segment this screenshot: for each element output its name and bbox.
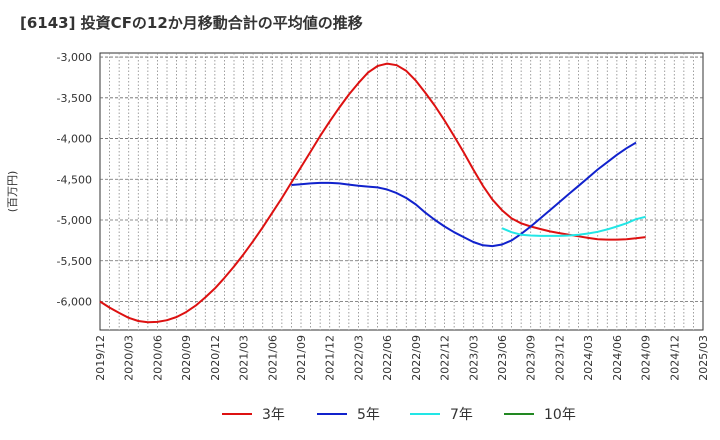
x-tick-label: 2020/09 (180, 335, 193, 381)
y-tick-label: -6,000 (57, 295, 92, 308)
y-tick-label: -4,500 (57, 173, 92, 186)
x-tick-label: 2023/03 (467, 335, 480, 381)
series-line-3 (501, 215, 646, 237)
legend-label-2[interactable]: 5年 (357, 407, 380, 423)
x-tick-label: 2023/12 (553, 335, 566, 381)
legend-label-1[interactable]: 3年 (262, 407, 285, 423)
x-tick-label: 2023/09 (525, 335, 538, 381)
plot-area (99, 52, 704, 331)
x-tick-label: 2021/03 (238, 335, 251, 381)
x-tick-label: 2022/06 (381, 335, 394, 381)
x-tick-label: 2024/09 (640, 335, 653, 381)
x-tick-label: 2025/03 (697, 335, 710, 381)
x-tick-label: 2020/03 (123, 335, 136, 381)
x-tick-label: 2021/12 (324, 335, 337, 381)
y-tick-label: -5,000 (57, 214, 92, 227)
x-tick-label: 2022/12 (439, 335, 452, 381)
y-tick-label: -5,500 (57, 255, 92, 268)
y-tick-label: -4,000 (57, 133, 92, 146)
x-tick-label: 2021/06 (266, 335, 279, 381)
x-tick-label: 2022/03 (352, 335, 365, 381)
x-tick-label: 2020/06 (151, 335, 164, 381)
x-tick-label: 2021/09 (295, 335, 308, 381)
series-line-1 (99, 62, 646, 324)
series-line-2 (291, 141, 637, 248)
x-tick-label: 2022/09 (410, 335, 423, 381)
x-tick-label: 2019/12 (94, 335, 107, 381)
x-tick-label: 2024/03 (582, 335, 595, 381)
y-tick-label: -3,000 (57, 51, 92, 64)
x-tick-label: 2023/06 (496, 335, 509, 381)
y-axis-label: (百万円) (6, 171, 19, 213)
y-tick-label: -3,500 (57, 92, 92, 105)
x-tick-label: 2024/06 (611, 335, 624, 381)
x-tick-label: 2020/12 (209, 335, 222, 381)
x-tick-label: 2024/12 (668, 335, 681, 381)
legend-label-3[interactable]: 7年 (450, 407, 473, 423)
legend-label-4[interactable]: 10年 (544, 407, 576, 423)
chart-title: [6143] 投資CFの12か月移動合計の平均値の推移 (20, 14, 363, 32)
